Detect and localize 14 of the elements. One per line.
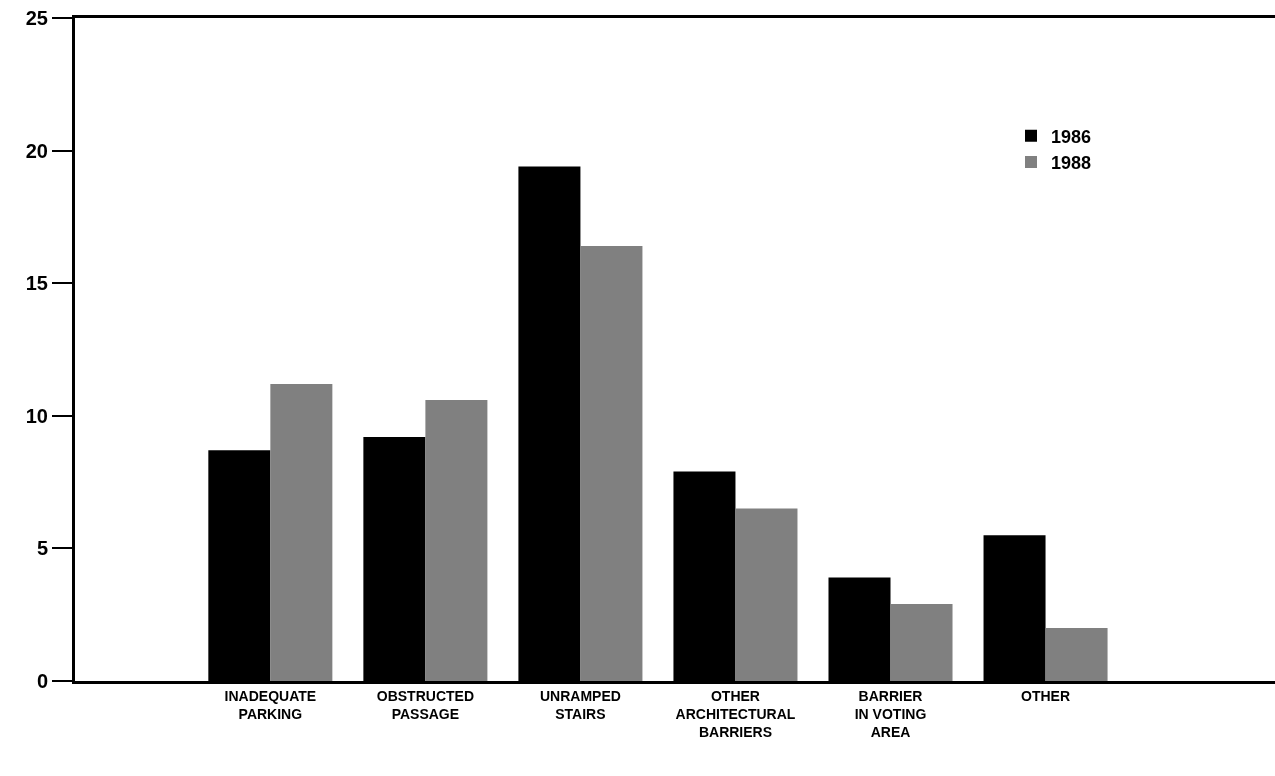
y-tick-label: 10 (25, 404, 48, 427)
legend-label: 1986 (1051, 126, 1092, 147)
x-tick-label: OTHER (1021, 687, 1071, 704)
y-tick-label: 5 (36, 537, 48, 560)
x-tick-label: OTHER ARCHITECTURAL BARRIERS (675, 687, 796, 741)
legend-label: 1988 (1051, 153, 1092, 174)
y-tick-label: 0 (36, 670, 48, 692)
y-tick-label: 20 (25, 139, 48, 162)
x-tick-label: OBSTRUCTED PASSAGE (376, 687, 475, 722)
x-tick-label: BARRIER IN VOTING AREA (854, 687, 927, 741)
x-tick-label: INADEQUATE PARKING (224, 687, 317, 722)
x-tick-label: UNRAMPED STAIRS (539, 687, 621, 722)
y-tick-label: 15 (25, 272, 48, 295)
y-tick-label: 25 (25, 7, 48, 29)
